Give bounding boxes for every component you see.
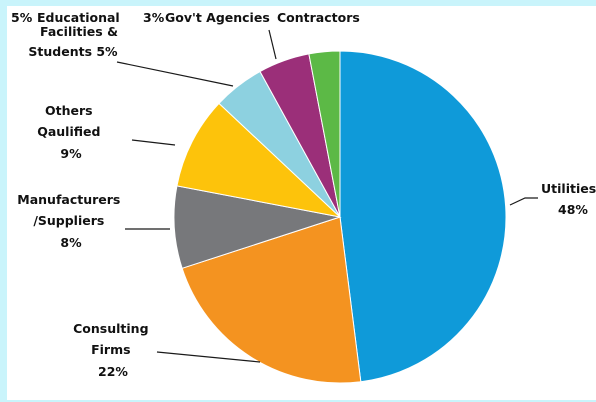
label-utilities: Utilities — [541, 181, 596, 196]
label-others: Others Qaulified 9% — [37, 103, 105, 161]
label-educational-line2: Facilities & — [40, 24, 118, 39]
label-manufacturers: Manufacturers /Suppliers 8% — [17, 192, 124, 250]
label-utilities-name: Utilities — [541, 181, 596, 196]
label-consulting-line3: 22% — [98, 364, 128, 379]
label-others-line3: 9% — [60, 146, 82, 161]
pie-chart: Utilities 48% Consulting Firms 22% Manuf… — [11, 10, 596, 384]
label-contractors: Contractors — [277, 10, 360, 25]
label-others-line1: Others — [45, 103, 93, 118]
label-manufacturers-line3: 8% — [60, 235, 82, 250]
leader-line-educational — [116, 61, 234, 87]
leader-line-others — [131, 139, 176, 146]
label-others-line2: Qaulified — [37, 124, 100, 139]
label-consulting-line1: Consulting — [73, 321, 148, 336]
label-educational-line3: Students 5% — [28, 44, 118, 59]
chart-frame: Utilities 48% Consulting Firms 22% Manuf… — [7, 6, 596, 400]
label-manufacturers-line1: Manufacturers — [17, 192, 120, 207]
leader-line-govt — [268, 29, 277, 60]
label-utilities-pct: 48% — [558, 202, 588, 217]
label-contractors-pct: 3% — [143, 10, 165, 25]
pie-slice-consulting-firms — [181, 216, 362, 384]
label-govt-agencies: Gov't Agencies — [165, 10, 270, 25]
pie-slice-contractors — [308, 50, 341, 218]
leader-line-consulting — [156, 351, 261, 363]
label-manufacturers-line2: /Suppliers — [33, 213, 104, 228]
label-educational-line1: Educational — [37, 10, 120, 25]
label-consulting-line2: Firms — [91, 342, 130, 357]
pie-slice-others-qaulified — [176, 102, 342, 218]
label-consulting: Consulting Firms 22% — [73, 321, 153, 379]
label-educational-line0: 5% — [11, 10, 33, 25]
leader-line-utilities — [509, 197, 538, 206]
pie-slice-utilities — [339, 50, 507, 383]
